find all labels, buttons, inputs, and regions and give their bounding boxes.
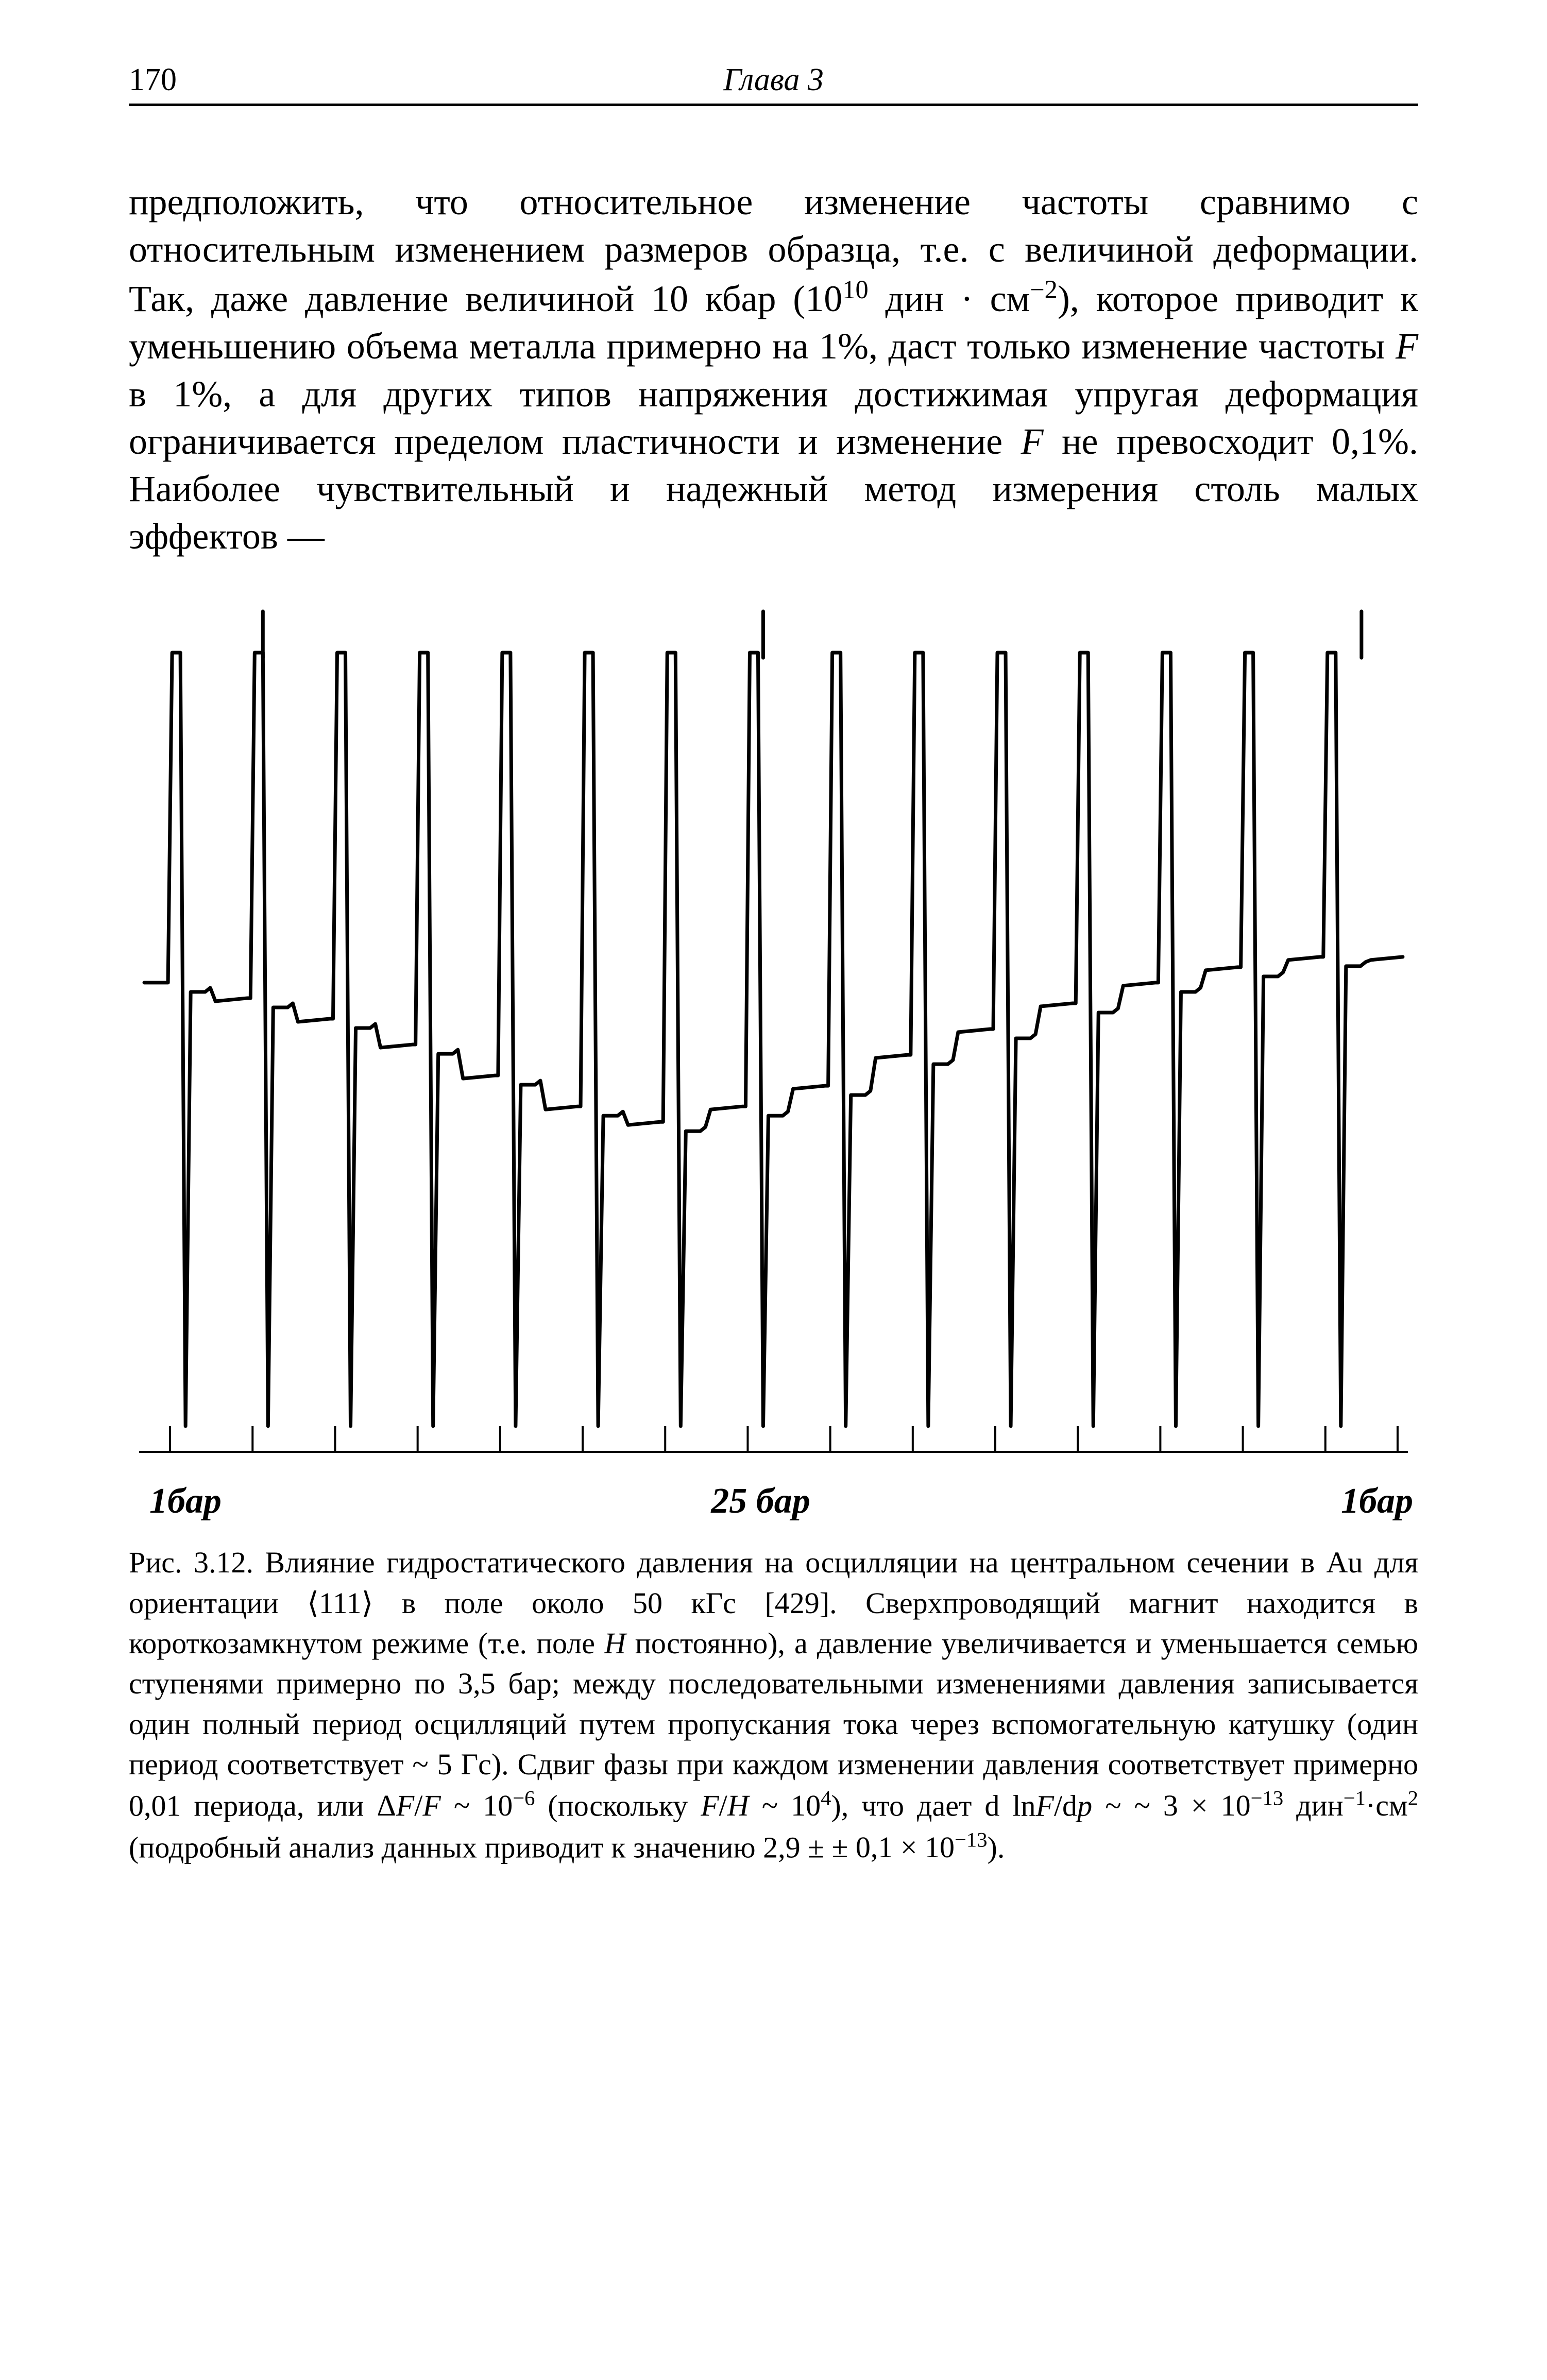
axis-label-mid: 25 бар [711,1481,810,1522]
figure-3-12: 1бар 25 бар 1бар [129,591,1418,1522]
page-number: 170 [129,62,177,98]
running-head: 170 Глава 3 . [129,62,1418,106]
x-axis-labels: 1бар 25 бар 1бар [129,1481,1418,1522]
figure-caption: Рис. 3.12. Влияние гидростатического дав… [129,1543,1418,1868]
oscillation-trace-svg [129,591,1418,1478]
body-paragraph: предположить, что относительное изменени… [129,178,1418,560]
chapter-label: Глава 3 [723,62,824,98]
axis-label-left: 1бар [149,1481,222,1522]
axis-label-right: 1бар [1341,1481,1413,1522]
book-page: 170 Глава 3 . предположить, что относите… [0,0,1547,2380]
